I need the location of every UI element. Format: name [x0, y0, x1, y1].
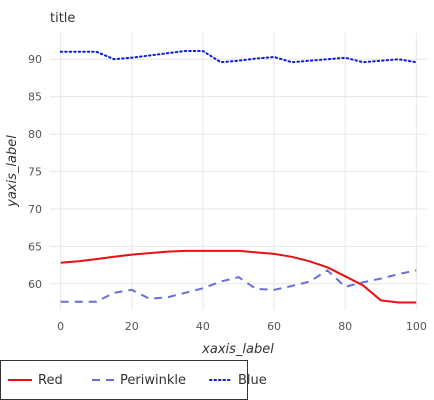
y-tick-label: 80 — [28, 128, 42, 141]
y-tick-label: 70 — [28, 203, 42, 216]
y-tick-label: 75 — [28, 166, 42, 179]
x-tick-label: 0 — [57, 320, 64, 333]
x-tick-label: 40 — [196, 320, 210, 333]
x-tick-label: 20 — [125, 320, 139, 333]
series-line-periwinkle — [60, 269, 417, 303]
y-tick-label: 90 — [28, 53, 42, 66]
y-tick-label: 60 — [28, 278, 42, 291]
y-tick-label: 65 — [28, 240, 42, 253]
series-line-red — [60, 249, 417, 304]
y-axis-label: yaxis_label — [5, 135, 20, 208]
tick-labels: 60 65 70 75 80 85 90 0 20 40 60 80 100 — [28, 53, 427, 333]
legend-label-blue: Blue — [238, 373, 267, 388]
x-tick-label: 80 — [338, 320, 352, 333]
y-tick-label: 85 — [28, 91, 42, 104]
x-axis-label: xaxis_label — [201, 342, 274, 357]
series-lines — [59, 50, 418, 304]
series-line-blue — [59, 50, 418, 64]
x-tick-label: 60 — [267, 320, 281, 333]
legend-label-red: Red — [38, 373, 63, 388]
x-tick-label: 100 — [406, 320, 427, 333]
legend: Red Periwinkle Blue — [0, 360, 267, 400]
legend-label-periwinkle: Periwinkle — [120, 373, 186, 388]
grid — [50, 33, 427, 310]
chart-title: title — [50, 11, 75, 26]
